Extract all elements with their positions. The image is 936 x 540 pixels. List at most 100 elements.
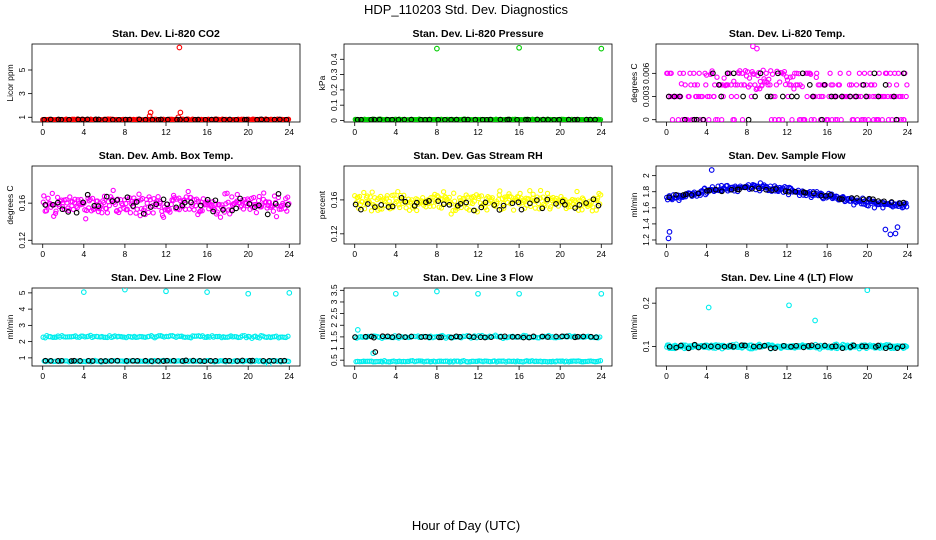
x-tick-label: 0	[664, 249, 669, 259]
x-tick-label: 12	[782, 249, 792, 259]
data-point	[673, 344, 680, 351]
data-point	[826, 93, 832, 100]
data-point	[489, 195, 495, 201]
data-point	[55, 358, 61, 364]
data-point	[665, 235, 672, 242]
data-point	[140, 358, 146, 364]
data-point	[451, 198, 458, 204]
data-point	[114, 357, 121, 364]
panel-title: Stan. Dev. Line 3 Flow	[423, 272, 534, 284]
data-point	[148, 358, 155, 364]
data-point	[470, 334, 477, 340]
data-point	[593, 334, 600, 341]
data-point	[510, 207, 517, 213]
data-point	[814, 343, 821, 350]
data-point	[728, 93, 735, 100]
data-point	[871, 82, 878, 88]
x-tick-label: 12	[161, 249, 171, 259]
data-point	[530, 333, 537, 340]
data-point	[84, 116, 91, 122]
panel-title: Stan. Dev. Line 4 (LT) Flow	[721, 272, 854, 284]
data-point	[196, 209, 203, 215]
data-point	[281, 357, 288, 364]
data-point	[440, 189, 447, 195]
data-point	[239, 357, 246, 364]
data-point	[240, 206, 247, 212]
data-point	[819, 116, 825, 122]
x-tick-label: 8	[435, 127, 440, 137]
x-tick-label: 20	[863, 249, 873, 259]
data-point	[856, 70, 863, 76]
data-point	[665, 93, 672, 100]
data-point	[158, 116, 164, 122]
data-point	[163, 288, 169, 295]
data-point	[527, 188, 533, 194]
data-point	[593, 207, 599, 213]
data-point	[776, 117, 782, 122]
data-point	[457, 200, 464, 207]
data-point	[130, 203, 136, 209]
data-point	[147, 204, 154, 210]
data-point	[900, 199, 907, 206]
data-point	[425, 358, 431, 364]
x-tick-label: 24	[597, 127, 607, 137]
data-point	[389, 334, 396, 340]
data-point	[553, 201, 559, 207]
data-point	[204, 289, 210, 295]
data-point	[222, 191, 228, 197]
data-point	[272, 200, 279, 207]
data-point	[448, 116, 454, 122]
data-point	[794, 93, 800, 100]
data-point	[742, 184, 748, 191]
data-point	[514, 333, 521, 340]
data-point	[848, 82, 855, 88]
data-point	[54, 199, 61, 206]
data-point	[899, 343, 906, 350]
x-tick-label: 20	[555, 249, 565, 259]
x-tick-label: 0	[352, 371, 357, 381]
data-point	[89, 195, 96, 202]
data-point	[199, 208, 205, 214]
data-point	[759, 82, 765, 88]
data-point	[260, 357, 267, 364]
data-point	[156, 333, 162, 339]
data-point	[423, 199, 429, 206]
data-point	[756, 185, 762, 192]
data-point	[860, 117, 866, 122]
data-point	[863, 93, 870, 100]
data-point	[202, 116, 209, 122]
x-tick-label: 4	[704, 371, 709, 381]
data-point	[846, 82, 853, 88]
data-point	[806, 82, 813, 88]
data-point	[904, 82, 910, 88]
data-point	[229, 194, 235, 200]
data-point	[862, 117, 868, 122]
data-point	[65, 209, 72, 215]
x-tick-label: 12	[782, 127, 792, 137]
x-tick-label: 0	[40, 371, 45, 381]
data-point	[42, 202, 49, 208]
data-point	[122, 288, 128, 293]
data-point	[482, 334, 488, 341]
data-point	[808, 117, 814, 122]
data-point	[704, 188, 710, 194]
data-point	[854, 195, 860, 201]
data-point	[718, 188, 725, 195]
points-layer	[664, 288, 910, 352]
data-point	[488, 334, 494, 340]
data-point	[703, 82, 709, 88]
x-tick-label: 20	[243, 371, 253, 381]
data-point	[463, 199, 470, 206]
y-tick-label: 0.16	[17, 195, 27, 212]
data-point	[81, 200, 87, 206]
data-point	[368, 208, 375, 214]
y-tick-label: 3	[17, 91, 27, 96]
y-axis-label: percent	[317, 190, 327, 219]
data-point	[457, 334, 463, 340]
x-tick-label: 8	[123, 249, 128, 259]
data-point	[872, 93, 878, 100]
data-point	[491, 202, 498, 208]
plot-frame	[31, 287, 301, 367]
data-point	[246, 201, 253, 207]
y-tick-label: 2	[641, 173, 651, 178]
